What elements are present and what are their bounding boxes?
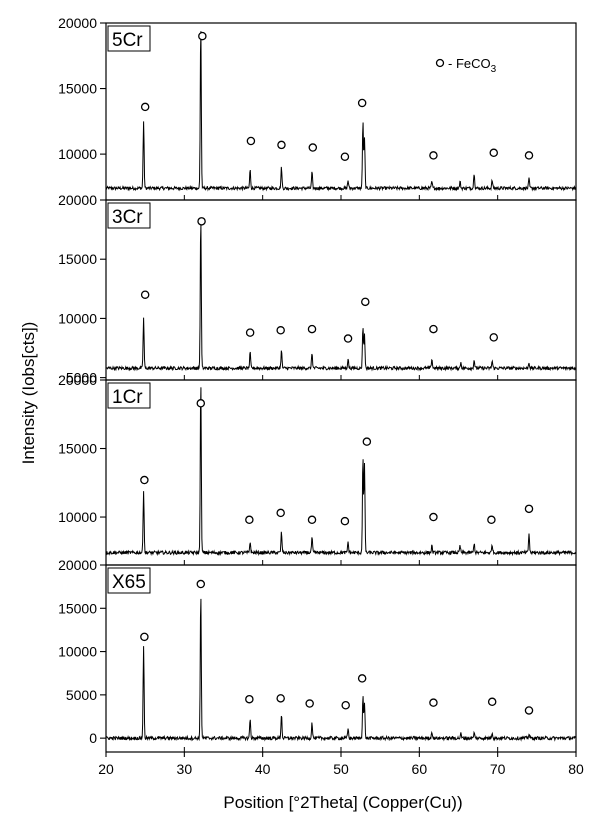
feco3-marker bbox=[140, 632, 149, 642]
y-tick-label: 5000 bbox=[66, 370, 97, 386]
feco3-marker bbox=[357, 98, 367, 108]
feco3-marker bbox=[196, 579, 206, 589]
y-tick-label: 15000 bbox=[58, 251, 97, 267]
feco3-marker bbox=[140, 102, 150, 112]
x-tick-label: 30 bbox=[177, 761, 193, 777]
y-tick-label: 10000 bbox=[58, 310, 97, 326]
panel-x65: X65 20000 15000 10000 5000 0 bbox=[58, 557, 577, 753]
x-axis-title: Position [°2Theta] (Copper(Cu)) bbox=[223, 793, 462, 812]
panel-label-box bbox=[107, 25, 151, 52]
xrd-trace-3cr bbox=[105, 224, 577, 372]
y-tick-label: 5000 bbox=[66, 687, 97, 703]
feco3-marker bbox=[276, 326, 285, 335]
feco3-marker bbox=[198, 31, 207, 41]
y-tick-label: 20000 bbox=[58, 15, 97, 31]
feco3-marker bbox=[277, 140, 286, 150]
feco3-marker bbox=[196, 399, 206, 408]
y-tick-label: 15000 bbox=[58, 81, 97, 97]
feco3-marker bbox=[308, 143, 318, 152]
feco3-marker bbox=[429, 151, 438, 160]
x-tick-label: 70 bbox=[490, 761, 506, 777]
x-tick-label: 80 bbox=[568, 761, 584, 777]
feco3-marker bbox=[429, 512, 438, 522]
feco3-marker bbox=[361, 297, 370, 307]
feco3-marker bbox=[362, 437, 372, 446]
panel-label: 5Cr bbox=[107, 25, 151, 52]
x-tick-label: 20 bbox=[98, 761, 114, 777]
panel-label-text: 1Cr bbox=[112, 387, 143, 408]
feco3-marker bbox=[245, 328, 255, 337]
feco3-marker bbox=[429, 698, 438, 707]
y-tick-label: 20000 bbox=[58, 192, 97, 208]
y-tick-label: 15000 bbox=[58, 600, 97, 616]
xrd-trace-x65 bbox=[105, 598, 577, 742]
y-tick-label: 10000 bbox=[58, 509, 97, 525]
feco3-marker bbox=[489, 148, 498, 158]
feco3-marker bbox=[246, 136, 256, 146]
legend-marker bbox=[435, 58, 445, 68]
y-tick-label: 20000 bbox=[58, 372, 97, 388]
feco3-marker bbox=[197, 217, 206, 226]
panel-label-text: X65 bbox=[112, 572, 146, 593]
panel-5cr: 5Cr 20000 15000 10000 bbox=[58, 15, 577, 201]
x-tick-label: 40 bbox=[255, 761, 271, 777]
feco3-marker bbox=[140, 290, 150, 299]
feco3-marker bbox=[307, 515, 317, 525]
panel-label-text: 5Cr bbox=[112, 30, 143, 51]
feco3-marker bbox=[245, 694, 254, 704]
panel-label: 1Cr bbox=[107, 382, 151, 409]
y-tick-label: 20000 bbox=[58, 557, 97, 573]
panels-layer: 5Cr 20000 15000 10000 3Cr 20000 15000 10000 5000… bbox=[58, 15, 577, 753]
y-axis-title: Intensity (Iobs[cts]) bbox=[19, 322, 38, 465]
legend-label-main: - FeCO bbox=[448, 56, 491, 71]
legend: - FeCO3 bbox=[435, 56, 497, 75]
feco3-marker bbox=[340, 152, 350, 161]
y-tick-label: 10000 bbox=[58, 644, 97, 660]
feco3-marker bbox=[276, 694, 285, 703]
y-tick-label: 0 bbox=[89, 730, 97, 746]
legend-label: - FeCO3 bbox=[448, 56, 497, 75]
feco3-marker bbox=[341, 701, 350, 710]
feco3-marker bbox=[489, 333, 498, 342]
feco3-marker bbox=[307, 324, 317, 334]
feco3-marker bbox=[245, 515, 254, 525]
panel-label: X65 bbox=[107, 567, 151, 594]
legend-label-sub: 3 bbox=[491, 64, 497, 75]
x-tick-label: 50 bbox=[333, 761, 349, 777]
y-tick-label: 10000 bbox=[58, 146, 97, 162]
x-tick-label: 60 bbox=[412, 761, 428, 777]
feco3-marker bbox=[140, 475, 149, 485]
feco3-marker bbox=[357, 674, 367, 683]
xrd-trace-5cr bbox=[105, 31, 577, 192]
feco3-marker bbox=[429, 324, 438, 334]
feco3-marker bbox=[524, 504, 534, 514]
y-tick-label: 15000 bbox=[58, 441, 97, 457]
panel-label: 3Cr bbox=[107, 202, 151, 229]
feco3-marker bbox=[340, 516, 350, 526]
feco3-marker bbox=[276, 508, 285, 518]
panel-label-box bbox=[107, 202, 151, 229]
panel-label-text: 3Cr bbox=[112, 207, 143, 228]
feco3-marker bbox=[487, 697, 497, 707]
xrd-trace-1cr bbox=[105, 387, 577, 557]
panel-1cr: 1Cr 20000 15000 10000 bbox=[58, 372, 577, 566]
feco3-marker bbox=[487, 515, 496, 525]
panel-label-box bbox=[107, 382, 151, 409]
panel-label-box bbox=[107, 567, 151, 594]
feco3-marker bbox=[343, 334, 353, 343]
x-axis: 20 30 40 50 60 70 80 bbox=[98, 752, 584, 777]
feco3-marker bbox=[524, 151, 534, 160]
feco3-marker bbox=[524, 706, 534, 715]
feco3-marker bbox=[305, 699, 314, 708]
